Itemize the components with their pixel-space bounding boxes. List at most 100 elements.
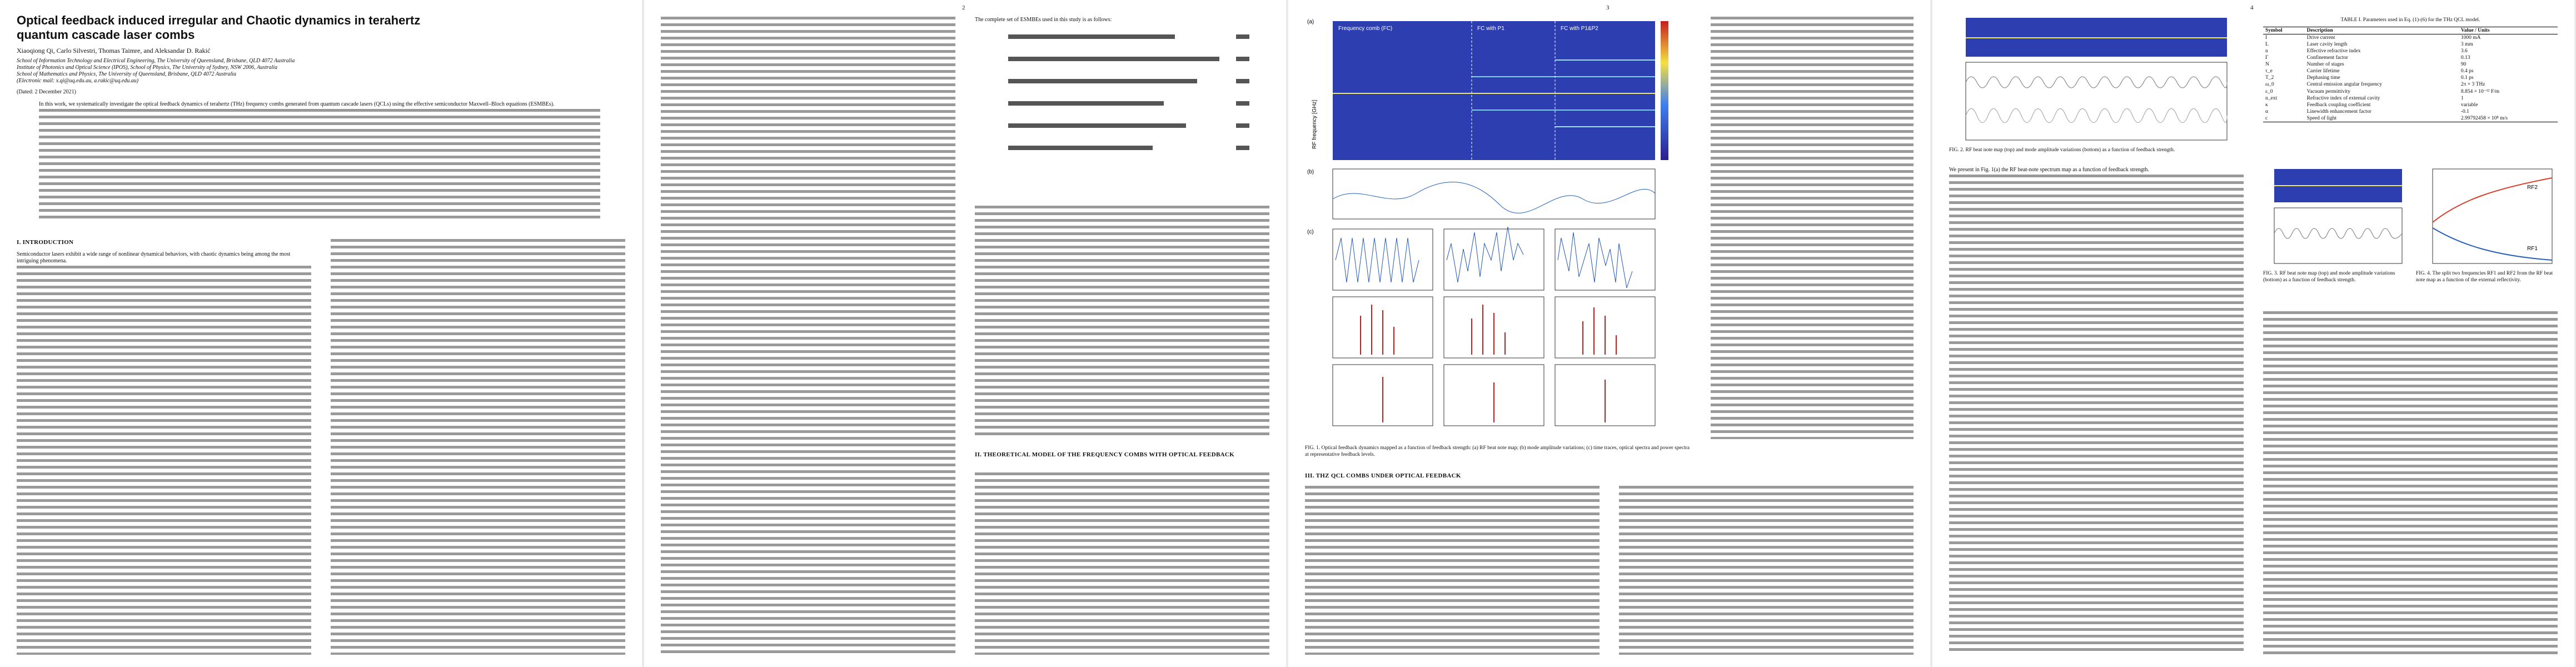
header-cell: Value / Units [2460, 28, 2490, 33]
page: 2 The complete set of ESMBEs used in thi… [644, 0, 1286, 667]
table-row: ω_0 Central emission angular frequency 2π … [2263, 81, 2558, 88]
table-cell: Feedback coupling coefficient [2306, 102, 2371, 108]
figure-caption: FIG. 4. The split two frequencies RF1 an… [2416, 271, 2553, 283]
table-row: κ Feedback coupling coefficient variable [2263, 102, 2558, 108]
legend-label: Frequency comb (FC) [1338, 26, 1392, 32]
section-heading: III. THZ QCL COMBS UNDER OPTICAL FEEDBAC… [1305, 472, 1461, 479]
paragraph: We present in Fig. 1(a) the RF beat-note… [1949, 167, 2149, 173]
text-block [2263, 311, 2558, 655]
text-block [1305, 486, 1600, 655]
table-cell: Laser cavity length [2306, 42, 2348, 47]
figure: RF2 RF1 [2432, 168, 2553, 264]
table-cell: ω_0 [2265, 82, 2274, 87]
text-block [975, 206, 1269, 439]
axis-label: RF frequency [GHz] [1312, 99, 1318, 149]
figure [2274, 169, 2403, 264]
series-label: RF1 [2527, 246, 2538, 252]
page-number: 3 [1606, 4, 1610, 11]
table-row: n Effective refractive index 3.6 [2263, 48, 2558, 54]
spectrogram [1333, 21, 1655, 160]
table-cell: 3 mm [2460, 42, 2473, 47]
table-wrap: Symbol Description Value / Units I Drive cu… [2263, 27, 2558, 122]
table: Symbol Description Value / Units I Drive cu… [2263, 27, 2558, 122]
panel-label: (a) [1307, 19, 1314, 25]
equations [1008, 34, 1249, 150]
table-row: L Laser cavity length 3 mm [2263, 41, 2558, 48]
table-cell: 0.1 ps [2460, 75, 2474, 81]
page: 4 FIG. 2. RF beat note map (top) and mod… [1932, 0, 2574, 667]
table-cell: 90 [2460, 62, 2467, 67]
table-row: τ_e Carrier lifetime 0.4 ps [2263, 68, 2558, 74]
table-row: Γ Confinement factor 0.13 [2263, 54, 2558, 61]
figure-caption: FIG. 2. RF beat note map (top) and mode … [1949, 147, 2175, 153]
table-cell: Confinement factor [2306, 55, 2348, 61]
table-row: α Linewidth enhancement factor -0.1 [2263, 108, 2558, 115]
affiliations: School of Information Technology and Ele… [17, 58, 439, 84]
table-cell: n_ext [2265, 96, 2278, 101]
page: Optical feedback induced irregular and C… [0, 0, 642, 667]
table-row: T_2 Dephasing time 0.1 ps [2263, 74, 2558, 81]
table-cell: 0.4 ps [2460, 68, 2474, 74]
series-label: RF2 [2527, 185, 2538, 191]
text-block [39, 109, 600, 222]
table-row: N Number of stages 90 [2263, 61, 2558, 68]
figure-caption: FIG. 1. Optical feedback dynamics mapped… [1305, 445, 1690, 457]
table-cell: n [2265, 48, 2268, 54]
paragraph: Semiconductor lasers exhibit a wide rang… [17, 251, 291, 264]
table-cell: 3.6 [2460, 48, 2468, 54]
page-number: 4 [2250, 4, 2254, 11]
text-block [1619, 486, 1914, 655]
date: (Dated: 2 December 2021) [17, 89, 76, 95]
table-cell: I [2265, 35, 2268, 41]
table-row: n_ext Refractive index of external cavity… [2263, 95, 2558, 102]
table-cell: κ [2265, 102, 2268, 108]
page: 3 (a) Frequency comb (FC) FC with P1 FC … [1288, 0, 1930, 667]
table-cell: variable [2460, 102, 2478, 108]
table-cell: T_2 [2265, 75, 2274, 81]
table-cell: Carrier lifetime [2306, 68, 2340, 74]
table-row: I Drive current 1000 mA [2263, 34, 2558, 42]
text-block [1711, 17, 1914, 439]
table-cell: 1 [2460, 96, 2464, 101]
table-cell: 1000 mA [2460, 35, 2481, 41]
table-title: TABLE I. Parameters used in Eq. (1)-(6) … [2340, 17, 2480, 23]
panel-label: (c) [1307, 229, 1314, 235]
table-cell: Vacuum permittivity [2306, 88, 2351, 94]
table-cell: Drive current [2306, 35, 2335, 41]
paragraph: The complete set of ESMBEs used in this … [975, 17, 1112, 23]
affiliation: School of Mathematics and Physics, The U… [17, 71, 237, 77]
table-cell: Refractive index of external cavity [2306, 96, 2380, 101]
table-cell: Linewidth enhancement factor [2306, 109, 2371, 115]
table-cell: α [2265, 109, 2268, 115]
text-block [661, 17, 955, 655]
text-block [17, 266, 311, 655]
figure-caption: FIG. 3. RF beat note map (top) and mode … [2263, 271, 2395, 283]
figure: (a) Frequency comb (FC) FC with P1 FC wi… [1307, 19, 1668, 426]
panel-label: (b) [1307, 169, 1314, 175]
text-block [975, 472, 1269, 655]
table-cell: Central emission angular frequency [2306, 82, 2383, 87]
affiliation: Institute of Photonics and Optical Scien… [17, 64, 278, 71]
table-cell: 8.854 × 10⁻¹² F/m [2460, 89, 2500, 94]
section-heading: I. INTRODUCTION [17, 239, 74, 246]
header-cell: Description [2306, 28, 2333, 33]
table-body: I Drive current 1000 mA L Laser cavity lengt… [2263, 34, 2558, 122]
section-heading: II. THEORETICAL MODEL OF THE FREQUENCY C… [975, 451, 1235, 458]
table-cell: 0.13 [2460, 55, 2470, 61]
authors: Xiaoqiong Qi, Carlo Silvestri, Thomas Ta… [17, 47, 211, 54]
page-number: 2 [962, 4, 965, 11]
table-row: ε_0 Vacuum permittivity 8.854 × 10⁻¹² F/m [2263, 88, 2558, 95]
header-cell: Symbol [2265, 28, 2283, 33]
table-cell: L [2265, 42, 2269, 47]
table-cell: 2.99792458 × 10⁸ m/s [2460, 116, 2508, 121]
table-cell: 2π × 3 THz [2460, 82, 2485, 87]
legend-label: FC with P1 [1477, 26, 1504, 32]
table-row: c Speed of light 2.99792458 × 10⁸ m/s [2263, 115, 2558, 122]
table-cell: c [2265, 116, 2268, 121]
table-cell: -0.1 [2460, 109, 2469, 115]
table-cell: Γ [2265, 55, 2269, 61]
table-cell: Speed of light [2306, 116, 2336, 121]
table-header: Symbol Description Value / Units [2263, 27, 2558, 34]
figure [1965, 18, 2228, 141]
